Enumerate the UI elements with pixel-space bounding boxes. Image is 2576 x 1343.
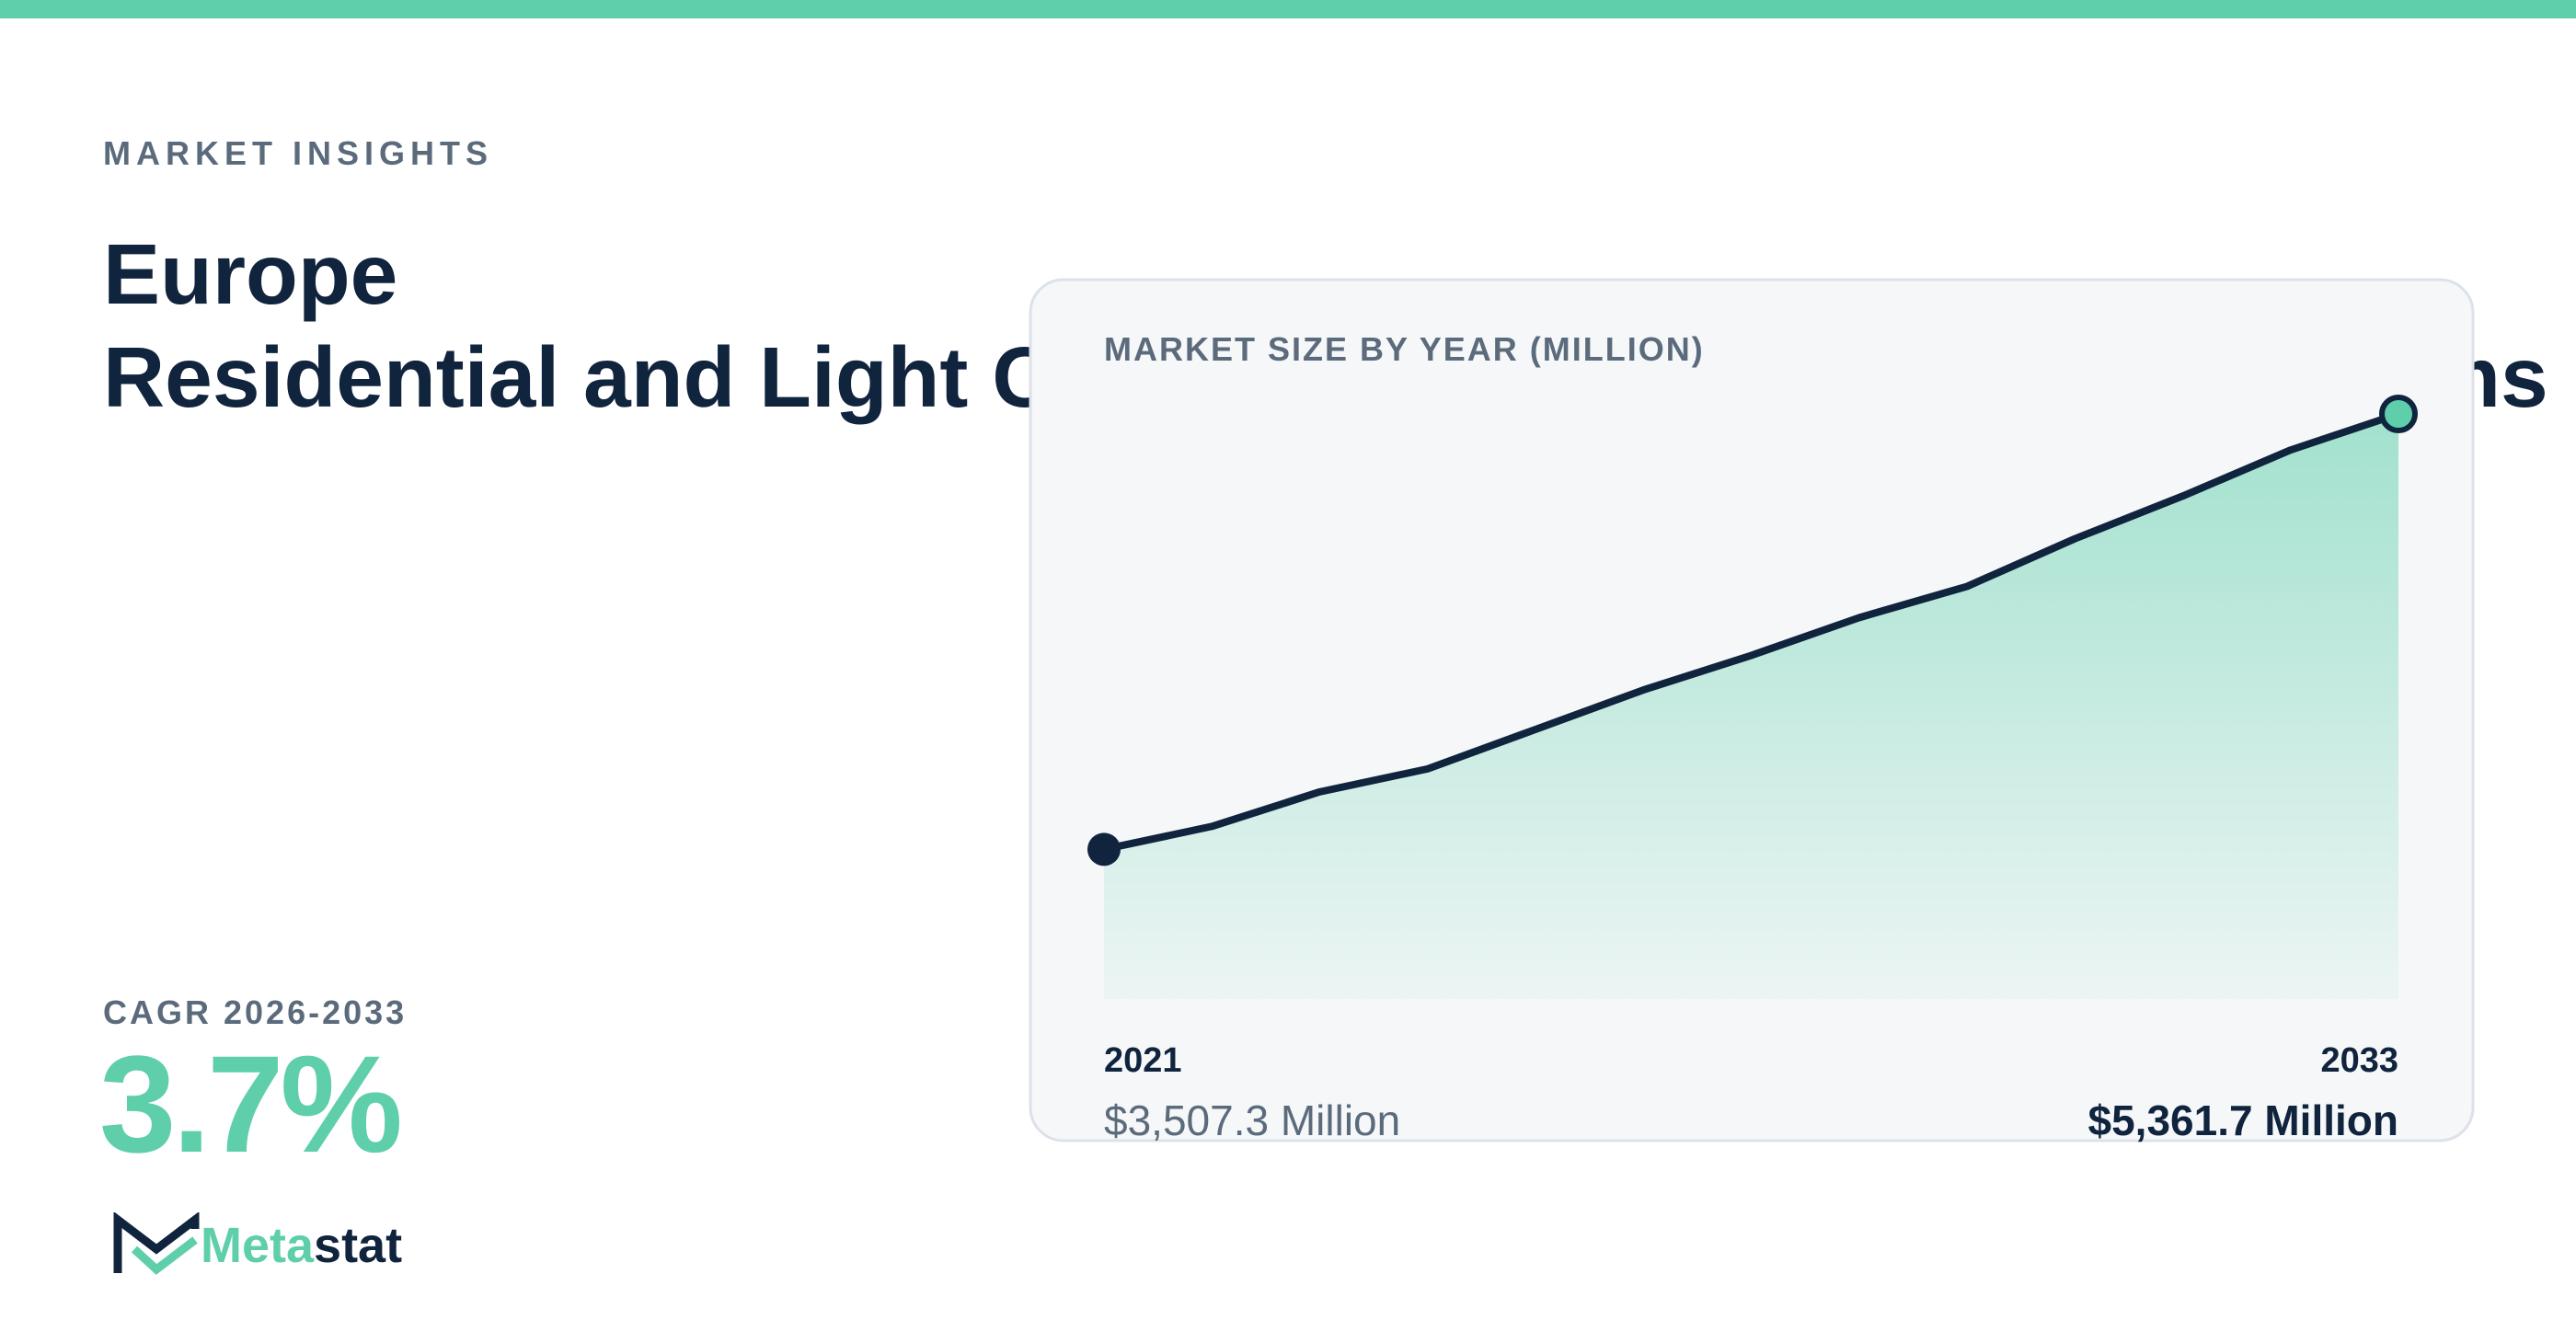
chart-title: MARKET SIZE BY YEAR (MILLION) xyxy=(1104,330,1705,368)
eyebrow: MARKET INSIGHTS xyxy=(103,134,494,172)
logo-icon xyxy=(113,1212,200,1275)
line xyxy=(1103,410,2400,854)
x-tick-label: 2033 xyxy=(2320,1041,2398,1080)
logo-text: Meta xyxy=(201,1218,315,1273)
area xyxy=(1104,414,2398,999)
x-tick-label: 2021 xyxy=(1104,1041,1182,1080)
value-label: $5,361.7 Million xyxy=(2088,1096,2398,1144)
start-point xyxy=(1087,832,1121,867)
top-bar xyxy=(0,0,2576,18)
cagr-label: CAGR 2026-2033 xyxy=(103,993,408,1031)
logo: Meta stat xyxy=(112,1212,402,1279)
logo-text: stat xyxy=(314,1218,403,1273)
title-line: Europe xyxy=(103,226,398,322)
cagr-value: 3.7% xyxy=(99,1027,403,1181)
value-label: $3,507.3 Million xyxy=(1104,1096,1400,1144)
end-point xyxy=(2379,395,2418,433)
